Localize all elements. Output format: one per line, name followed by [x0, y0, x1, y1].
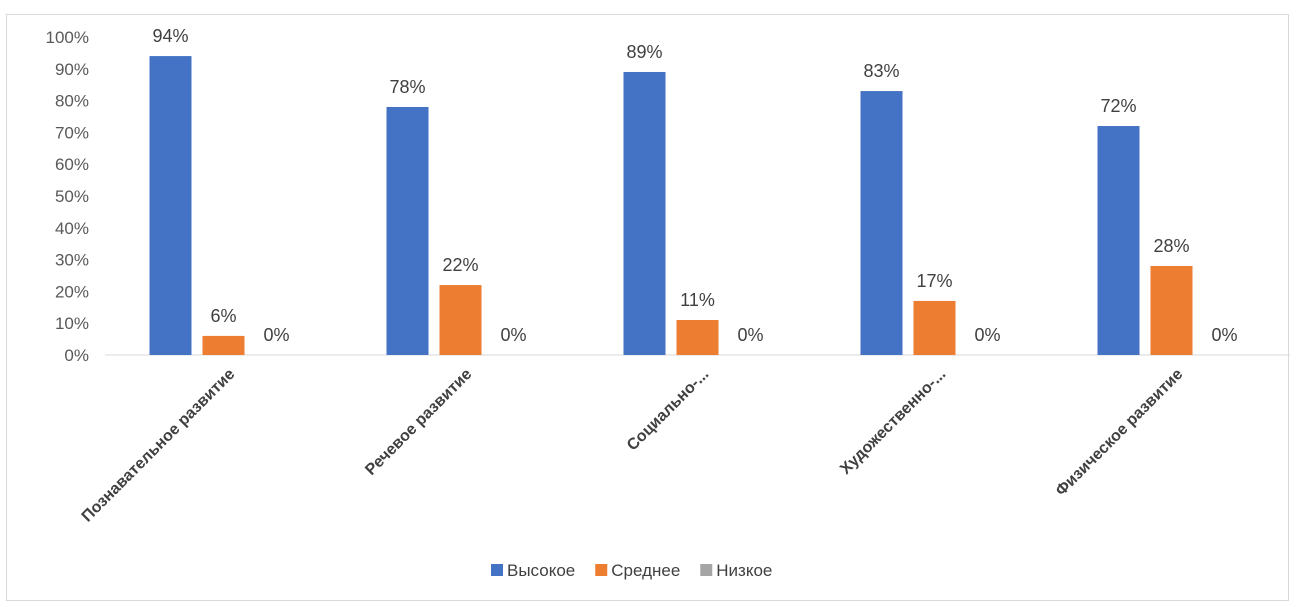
- data-label: 0%: [1211, 325, 1237, 345]
- y-tick-label: 20%: [55, 282, 89, 301]
- legend-label: Среднее: [611, 561, 680, 580]
- y-tick-label: 10%: [55, 314, 89, 333]
- category-label: Познавательное развитие: [79, 366, 239, 526]
- data-label: 83%: [863, 61, 899, 81]
- data-label: 0%: [500, 325, 526, 345]
- category-label: Речевое развитие: [362, 366, 475, 479]
- category-label: Художественно-...: [837, 366, 949, 478]
- legend: Высокое Среднее Низкое: [491, 561, 772, 580]
- y-tick-label: 50%: [55, 187, 89, 206]
- legend-swatch: [700, 564, 713, 576]
- data-label: 28%: [1153, 236, 1189, 256]
- y-tick-label: 30%: [55, 251, 89, 270]
- data-label: 78%: [389, 77, 425, 97]
- y-tick-label: 90%: [55, 60, 89, 79]
- bars: [149, 56, 1193, 356]
- y-axis: 0% 10% 20% 30% 40% 50% 60% 70% 80% 90% 100%: [46, 28, 89, 365]
- data-label: 72%: [1100, 96, 1136, 116]
- data-label: 0%: [737, 325, 763, 345]
- y-tick-label: 100%: [46, 28, 89, 47]
- category-labels: Познавательное развитие Речевое развитие С…: [79, 366, 1187, 526]
- category-label: Физическое развитие: [1053, 366, 1187, 500]
- bar-2-1: [202, 335, 245, 355]
- bar-2-5: [1150, 265, 1193, 355]
- data-label: 89%: [626, 42, 662, 62]
- bar-2-3: [676, 320, 719, 355]
- bar-1-4: [860, 91, 903, 355]
- category-label: Социально-...: [624, 366, 712, 454]
- data-label: 11%: [680, 290, 715, 310]
- data-label: 6%: [210, 306, 236, 326]
- y-tick-label: 60%: [55, 155, 89, 174]
- data-label: 22%: [442, 255, 478, 275]
- data-label: 94%: [152, 26, 188, 46]
- bar-1-1: [149, 56, 192, 355]
- chart-area: 0% 10% 20% 30% 40% 50% 60% 70% 80% 90% 100% 94% 6% 0…: [6, 14, 1290, 601]
- bar-1-2: [386, 106, 429, 356]
- bar-1-3: [623, 71, 666, 356]
- data-labels: 94% 6% 0% 78% 22% 0% 89% 11% 0% 83% 17% 0% 72% 28% 0%: [152, 26, 1237, 345]
- legend-label: Высокое: [507, 561, 575, 580]
- y-tick-label: 40%: [55, 219, 89, 238]
- data-label: 0%: [974, 325, 1000, 345]
- data-label: 0%: [263, 325, 289, 345]
- y-tick-label: 80%: [55, 92, 89, 111]
- legend-swatch: [491, 564, 503, 576]
- y-tick-label: 0%: [64, 346, 89, 365]
- bar-chart: 0% 10% 20% 30% 40% 50% 60% 70% 80% 90% 100% 94% 6% 0…: [46, 26, 1290, 580]
- bar-2-4: [913, 300, 956, 355]
- data-label: 17%: [916, 271, 952, 291]
- legend-swatch: [595, 564, 608, 576]
- bar-1-5: [1097, 126, 1140, 355]
- y-tick-label: 70%: [55, 123, 89, 142]
- bar-2-2: [439, 285, 482, 355]
- legend-label: Низкое: [716, 561, 772, 580]
